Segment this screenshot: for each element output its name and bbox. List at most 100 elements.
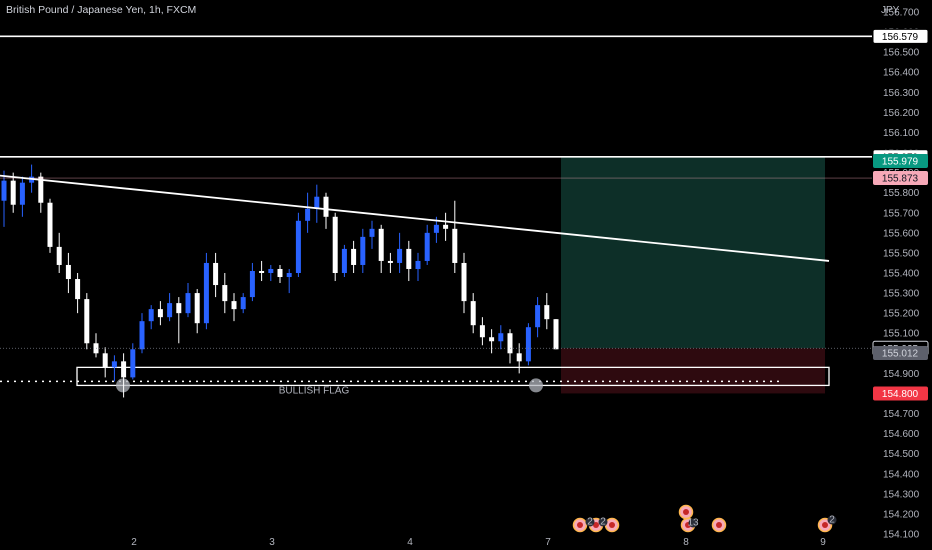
event-flag-dot — [683, 509, 689, 515]
candle-body — [84, 299, 90, 344]
candle-body — [314, 196, 320, 209]
candle-body — [259, 270, 265, 273]
candle-body — [323, 196, 329, 217]
price-tick-label: 155.400 — [883, 269, 920, 280]
candle-body — [415, 260, 421, 269]
candle-body — [240, 297, 246, 310]
price-tick-label: 154.500 — [883, 449, 920, 460]
time-tick-label: 9 — [820, 537, 826, 548]
candle-body — [185, 293, 191, 314]
candle-body — [369, 228, 375, 237]
candle-body — [424, 232, 430, 261]
support-layer: BULLISH FLAG — [0, 366, 830, 396]
price-tick-label: 156.400 — [883, 68, 920, 79]
candle-body — [295, 220, 301, 273]
candle-body — [65, 264, 71, 280]
event-badges[interactable]: 2 2 13 2 — [572, 504, 837, 533]
candle-body — [277, 268, 283, 278]
candle-body — [341, 248, 347, 273]
event-count-badge — [585, 517, 595, 527]
position-zones — [561, 156, 825, 394]
price-tags: 156.579155.979155.979155.873155.025155.0… — [872, 28, 929, 401]
candle-body — [268, 268, 274, 273]
trendline — [0, 174, 830, 262]
candle-body — [378, 228, 384, 261]
price-tick-label: 155.300 — [883, 289, 920, 300]
time-tick-label: 3 — [269, 537, 275, 548]
candle-body — [19, 182, 25, 205]
price-tick-label: 154.100 — [883, 529, 920, 540]
event-count-label: 2 — [829, 515, 835, 526]
price-tick-label: 155.800 — [883, 188, 920, 199]
price-tag-label: 155.873 — [882, 174, 919, 185]
price-tick-label: 154.400 — [883, 469, 920, 480]
price-tag-target — [873, 154, 928, 168]
time-tick-label: 7 — [545, 537, 551, 548]
candle-body — [102, 353, 108, 368]
event-flag-dot — [609, 522, 615, 528]
candle-body — [148, 309, 154, 322]
price-tick-label: 155.700 — [883, 208, 920, 219]
drawing-lines[interactable] — [0, 35, 872, 349]
price-tick-label: 155.500 — [883, 248, 920, 259]
price-tag-line — [872, 28, 929, 44]
anchor-point-right — [529, 378, 543, 393]
candle-body — [286, 273, 292, 278]
event-flag-dot — [822, 522, 828, 528]
candle-body — [194, 293, 200, 324]
price-tick-label: 155.600 — [883, 228, 920, 239]
candle-body — [305, 208, 311, 221]
candle-body — [544, 305, 550, 320]
candle-body — [1, 180, 7, 201]
price-tag-grey — [873, 346, 928, 360]
candle-body — [231, 301, 237, 310]
event-flag-dot — [577, 522, 583, 528]
candle-body — [525, 327, 531, 362]
loss-zone — [561, 348, 825, 394]
candle-body — [130, 349, 136, 378]
price-tick-label: 156.200 — [883, 108, 920, 119]
event-flag-dot — [716, 522, 722, 528]
time-tick-label: 8 — [683, 537, 689, 548]
candle-body — [397, 248, 403, 263]
price-tag-label: 155.012 — [882, 349, 919, 360]
candle-body — [203, 262, 209, 324]
price-tick-label: 154.900 — [883, 369, 920, 380]
time-axis[interactable]: 2 3 4 7 8 9 — [131, 537, 826, 548]
candle-body — [75, 279, 81, 300]
event-count-badge — [827, 515, 837, 525]
candle-body — [10, 180, 16, 205]
event-count-label: 13 — [687, 518, 699, 529]
candle-body — [56, 246, 62, 265]
time-tick-label: 2 — [131, 537, 137, 548]
price-tag-pink — [873, 171, 928, 186]
event-count-badge — [688, 518, 698, 528]
candle-body — [498, 333, 504, 342]
event-count-label: 2 — [587, 517, 593, 528]
candle-body — [157, 309, 163, 318]
candle-body — [461, 262, 467, 302]
candle-body — [470, 301, 476, 326]
price-tick-label: 155.100 — [883, 329, 920, 340]
candle-body — [332, 216, 338, 273]
price-tick-label: 154.300 — [883, 489, 920, 500]
candle-body — [507, 333, 513, 354]
price-tick-label: 154.700 — [883, 409, 920, 420]
candle-body — [213, 262, 219, 286]
candle-body — [489, 337, 495, 342]
candle-body — [222, 285, 228, 302]
candle-body — [249, 270, 255, 298]
candle-body — [387, 260, 393, 263]
bullish-flag-label: BULLISH FLAG — [279, 385, 350, 396]
anchor-point-left — [116, 378, 130, 393]
event-count-label: 2 — [600, 517, 606, 528]
candle-body — [406, 248, 412, 269]
candle-body — [452, 228, 458, 263]
price-tag-stop — [873, 386, 928, 401]
price-tick-label: 156.100 — [883, 128, 920, 139]
candle-body — [360, 236, 366, 265]
candle-body — [47, 202, 53, 247]
candle-body — [167, 303, 173, 318]
price-tag-label: 154.800 — [882, 389, 919, 400]
